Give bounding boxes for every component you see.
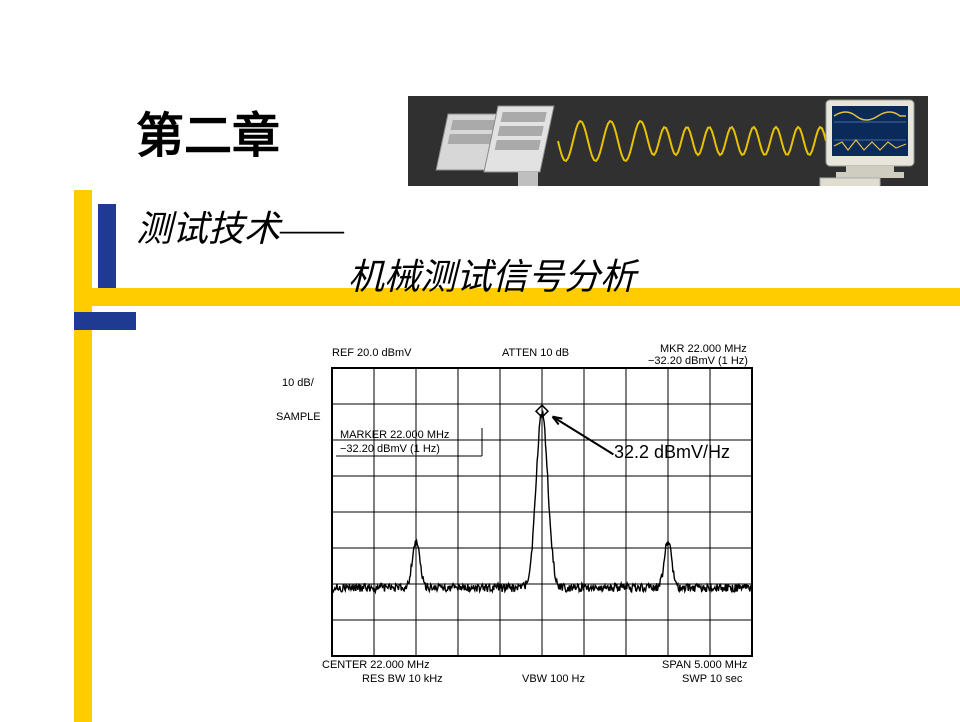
mkr-label-2: −32.20 dBmV (1 Hz) — [648, 355, 748, 367]
banner-illustration — [408, 96, 928, 186]
decor-bar-blue-v — [98, 204, 116, 288]
atten-label: ATTEN 10 dB — [502, 347, 569, 359]
vbw-label: VBW 100 Hz — [522, 673, 585, 685]
span-label: SPAN 5.000 MHz — [662, 659, 747, 671]
subtitle-line-1: 测试技术—— — [136, 200, 344, 252]
marker-box-1: MARKER 22.000 MHz — [340, 429, 449, 441]
marker-box-2: −32.20 dBmV (1 Hz) — [340, 443, 440, 455]
chapter-title: 第二章 — [136, 96, 280, 166]
callout-label: 32.2 dBmV/Hz — [614, 442, 730, 462]
mkr-label-1: MKR 22.000 MHz — [660, 343, 747, 355]
ref-label: REF 20.0 dBmV — [332, 347, 412, 359]
resbw-label: RES BW 10 kHz — [362, 673, 443, 685]
slide-content: 第二章 测试技术—— 机械测试信号分析 — [38, 12, 942, 708]
swp-label: SWP 10 sec — [682, 673, 743, 685]
spectrum-figure: REF 20.0 dBmV ATTEN 10 dB MKR 22.000 MHz… — [252, 342, 792, 692]
scale-label: 10 dB/ — [282, 377, 315, 389]
callout-arrow-icon — [553, 417, 614, 455]
mode-label: SAMPLE — [276, 411, 321, 423]
subtitle-line-2: 机械测试信号分析 — [348, 248, 636, 300]
center-label: CENTER 22.000 MHz — [322, 659, 430, 671]
decor-bar-yellow-v — [74, 190, 92, 722]
decor-bar-blue-h — [74, 312, 136, 330]
